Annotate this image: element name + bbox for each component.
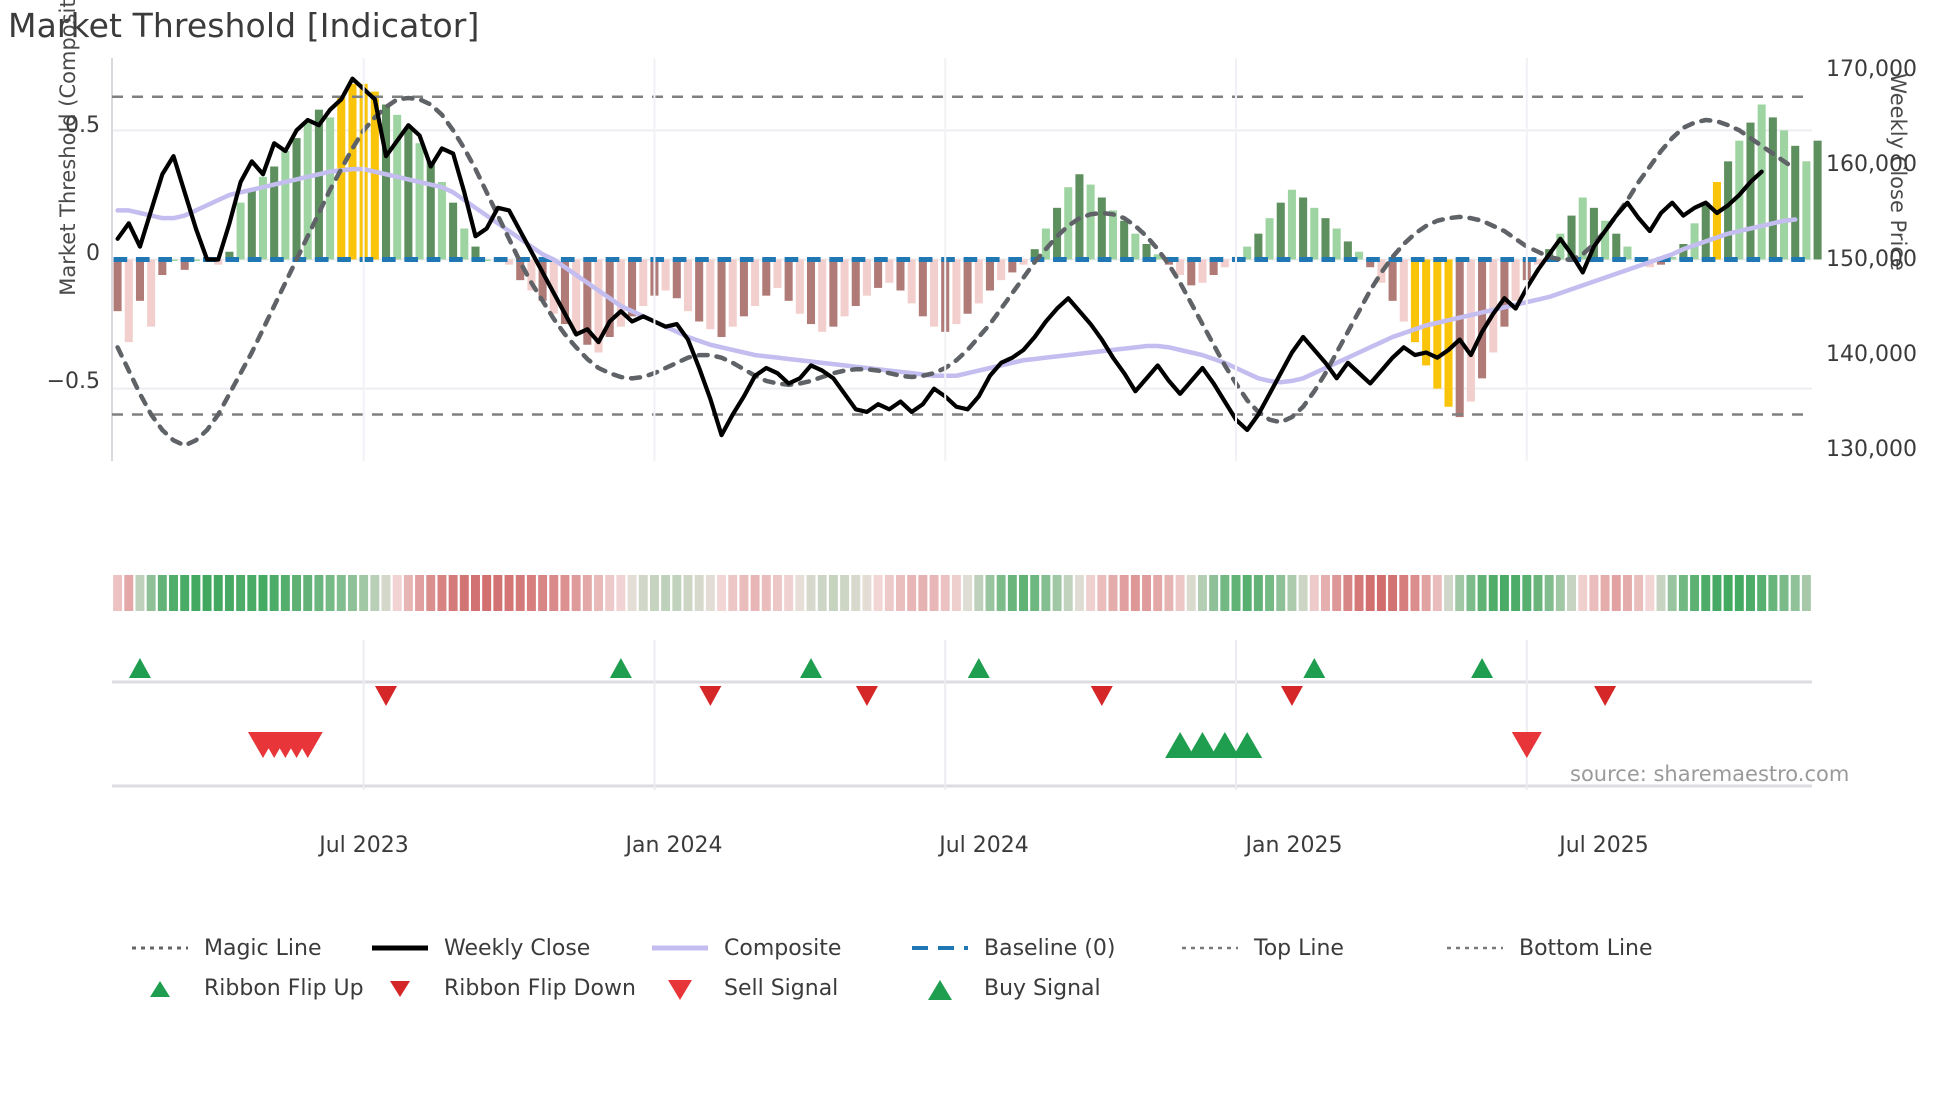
y-tick-right-0: 170,000: [1826, 57, 1917, 82]
legend-row-1: Magic Line Weekly Close Composite Baseli…: [130, 928, 1930, 968]
dotted-line-icon: [1180, 938, 1240, 958]
legend-label-bottom-line: Bottom Line: [1519, 935, 1653, 961]
triangle-up-icon: [130, 978, 190, 998]
y-tick-right-3: 140,000: [1826, 342, 1917, 367]
x-tick-4: Jul 2025: [1559, 833, 1649, 858]
x-tick-0: Jul 2023: [319, 833, 409, 858]
legend-item-sell-signal[interactable]: Sell Signal: [650, 976, 910, 1001]
legend-label-buy-signal: Buy Signal: [984, 975, 1101, 1001]
legend-row-2: Ribbon Flip Up Ribbon Flip Down Sell Sig…: [130, 968, 1930, 1008]
main-plot-svg: [111, 58, 1822, 461]
legend-label-sell-signal: Sell Signal: [724, 975, 839, 1001]
y-axis-left-label: Market Threshold (Composite): [56, 0, 80, 296]
y-tick-right-1: 160,000: [1826, 152, 1917, 177]
ribbon-strip-svg: [113, 575, 1811, 611]
legend-item-baseline[interactable]: Baseline (0): [910, 936, 1180, 961]
y-tick-right-2: 150,000: [1826, 247, 1917, 272]
y-axis-right-label: Weekly Close Price: [1886, 73, 1910, 271]
x-tick-3: Jan 2025: [1245, 833, 1343, 858]
legend-label-top-line: Top Line: [1254, 935, 1344, 961]
solid-line-icon: [650, 938, 710, 958]
dotted-line-icon: [130, 938, 190, 958]
source-attribution: source: sharemaestro.com: [1570, 762, 1850, 786]
dotted-line-icon: [1445, 938, 1505, 958]
legend-item-composite[interactable]: Composite: [650, 936, 910, 961]
legend-label-composite: Composite: [724, 935, 842, 961]
triangle-down-icon: [650, 978, 710, 1000]
signals-panel: [112, 640, 1812, 830]
x-tick-2: Jul 2024: [939, 833, 1029, 858]
legend-label-ribbon-flip-up: Ribbon Flip Up: [204, 975, 364, 1001]
legend-label-magic-line: Magic Line: [204, 935, 322, 961]
chart-legend: Magic Line Weekly Close Composite Baseli…: [130, 928, 1930, 1008]
main-plot-panel: [111, 58, 1822, 461]
legend-item-bottom-line[interactable]: Bottom Line: [1445, 936, 1710, 961]
dashed-line-icon: [910, 938, 970, 958]
legend-item-weekly-close[interactable]: Weekly Close: [370, 936, 650, 961]
ribbon-strip-panel: [112, 575, 1812, 611]
legend-item-magic-line[interactable]: Magic Line: [130, 936, 370, 961]
page-title: Market Threshold [Indicator]: [8, 6, 480, 45]
legend-label-ribbon-flip-down: Ribbon Flip Down: [444, 975, 636, 1001]
y-tick-left-1: 0: [86, 241, 100, 266]
solid-line-icon: [370, 938, 430, 958]
y-tick-right-4: 130,000: [1826, 437, 1917, 462]
legend-item-ribbon-flip-up[interactable]: Ribbon Flip Up: [130, 976, 370, 1001]
legend-item-buy-signal[interactable]: Buy Signal: [910, 976, 1180, 1001]
legend-label-weekly-close: Weekly Close: [444, 935, 591, 961]
triangle-down-icon: [370, 978, 430, 998]
legend-item-ribbon-flip-down[interactable]: Ribbon Flip Down: [370, 976, 650, 1001]
legend-label-baseline: Baseline (0): [984, 935, 1116, 961]
triangle-up-icon: [910, 978, 970, 1000]
y-tick-left-2: −0.5: [46, 369, 100, 394]
signals-svg: [112, 640, 1812, 790]
legend-item-top-line[interactable]: Top Line: [1180, 936, 1445, 961]
y-tick-left-0: 0.5: [65, 113, 100, 138]
x-tick-1: Jan 2024: [625, 833, 723, 858]
